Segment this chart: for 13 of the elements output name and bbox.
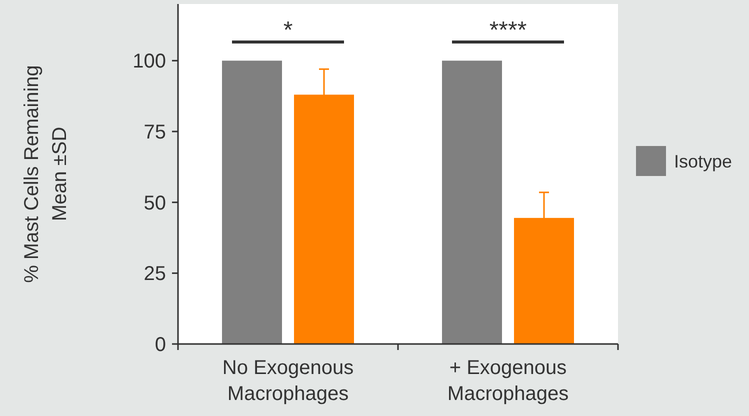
annotation: **** <box>489 17 527 44</box>
x-tick-label: No Exogenous Macrophages <box>222 357 354 405</box>
y-tick-label: 50 <box>144 192 166 214</box>
y-tick-label: 75 <box>144 122 166 144</box>
y-tick-label: 100 <box>132 50 166 73</box>
annotation: * <box>283 17 293 44</box>
bar <box>442 60 502 344</box>
x-tick-label: + Exogenous Macrophages <box>447 357 569 405</box>
legend-label: Isotype <box>674 151 732 172</box>
y-tick-label: 0 <box>154 334 166 356</box>
y-tick-label: 25 <box>144 263 166 286</box>
bar <box>222 60 282 344</box>
y-axis-title: % Mast Cells Remaining Mean ±SD <box>21 65 71 283</box>
